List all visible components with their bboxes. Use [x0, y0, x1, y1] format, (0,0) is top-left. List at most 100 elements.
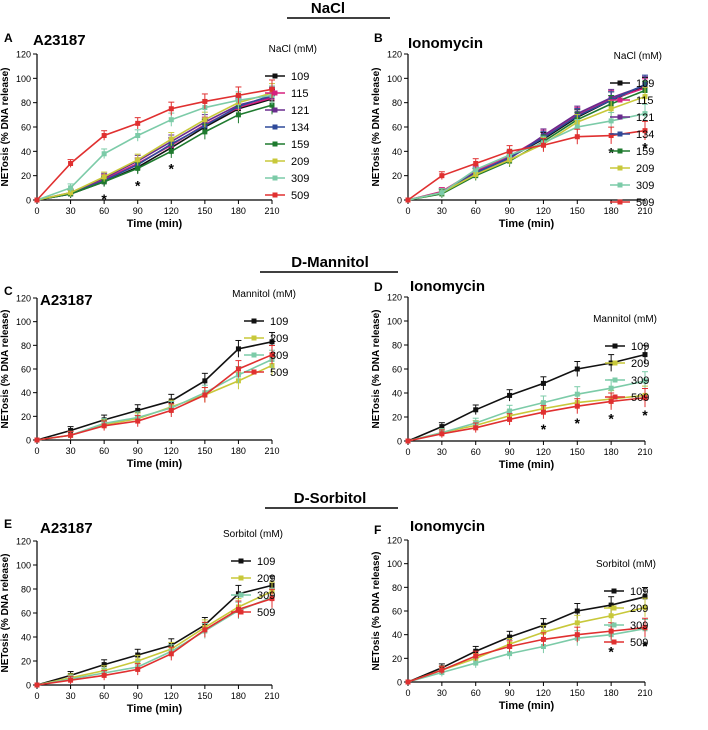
panel-letter: C	[4, 284, 13, 298]
y-tick-label: 80	[392, 583, 402, 593]
data-point	[540, 142, 546, 148]
legend-label: 209	[631, 358, 649, 370]
legend-label: 309	[291, 173, 309, 185]
legend-label: 159	[291, 139, 309, 151]
data-point	[439, 431, 445, 437]
data-point	[168, 148, 174, 154]
legend-marker	[612, 394, 618, 400]
series-line	[407, 626, 646, 683]
legend-label: 509	[291, 190, 309, 202]
x-tick-label: 150	[197, 206, 212, 216]
legend-marker	[612, 360, 618, 366]
y-tick-label: 0	[26, 681, 31, 691]
y-tick-label: 80	[21, 585, 31, 595]
legend-marker	[251, 369, 257, 375]
data-point	[439, 173, 445, 179]
x-tick-label: 210	[637, 688, 652, 698]
y-tick-label: 0	[26, 196, 31, 206]
data-point	[101, 672, 107, 678]
data-point	[507, 416, 513, 422]
data-point	[540, 380, 546, 386]
series-line	[36, 88, 273, 201]
legend-marker	[617, 182, 623, 188]
legend-marker	[238, 575, 244, 581]
data-point	[540, 409, 546, 415]
x-tick-label: 210	[264, 206, 279, 216]
x-tick-label: 60	[471, 688, 481, 698]
legend-marker	[612, 377, 618, 383]
legend-marker	[617, 148, 623, 154]
legend-label: 509	[636, 197, 654, 209]
y-tick-label: 40	[392, 147, 402, 157]
series-line	[407, 353, 646, 442]
data-point	[68, 432, 74, 438]
x-tick-label: 60	[99, 691, 109, 701]
significance-star: *	[642, 407, 648, 423]
y-tick-label: 100	[387, 74, 402, 84]
y-tick-label: 40	[21, 388, 31, 398]
data-point	[235, 346, 241, 352]
y-tick-label: 120	[387, 536, 402, 546]
legend-marker	[617, 114, 623, 120]
data-point	[642, 128, 648, 134]
x-tick-label: 0	[405, 206, 410, 216]
data-point	[135, 133, 141, 139]
legend-label: 509	[257, 607, 275, 619]
x-tick-label: 120	[536, 206, 551, 216]
y-axis-label: NETosis (% DNA release)	[0, 554, 11, 673]
data-point	[202, 117, 208, 123]
y-tick-label: 100	[16, 561, 31, 571]
significance-star: *	[642, 140, 648, 156]
legend-marker	[272, 141, 278, 147]
data-point	[269, 102, 275, 108]
series-line	[36, 584, 273, 686]
significance-star: *	[135, 177, 141, 193]
series-line	[36, 358, 273, 441]
y-tick-label: 80	[21, 341, 31, 351]
legend-label: 309	[630, 620, 648, 632]
panel-title: A23187	[40, 520, 93, 537]
y-axis-label: NETosis (% DNA release)	[371, 310, 382, 429]
data-point	[269, 352, 275, 358]
legend-label: 309	[270, 350, 288, 362]
series-line	[407, 627, 646, 683]
y-tick-label: 60	[392, 123, 402, 133]
series-line	[407, 380, 646, 442]
y-tick-label: 20	[392, 171, 402, 181]
y-axis-label: NETosis (% DNA release)	[371, 552, 382, 671]
series-309	[405, 371, 648, 444]
data-point	[101, 179, 107, 185]
y-tick-label: 120	[16, 537, 31, 547]
legend-label: 115	[636, 95, 654, 107]
series-509	[34, 79, 275, 203]
panel-title: Ionomycin	[408, 35, 483, 52]
legend-title: Mannitol (mM)	[593, 314, 657, 325]
data-point	[168, 136, 174, 142]
legend-marker	[272, 124, 278, 130]
y-tick-label: 60	[21, 365, 31, 375]
significance-star: *	[608, 410, 614, 426]
data-point	[473, 660, 479, 666]
legend-label: 109	[291, 71, 309, 83]
data-point	[269, 596, 275, 602]
data-point	[473, 167, 479, 173]
data-point	[473, 171, 479, 177]
data-point	[235, 606, 241, 612]
panel-letter: B	[374, 31, 383, 45]
y-tick-label: 80	[21, 98, 31, 108]
y-tick-label: 60	[392, 365, 402, 375]
series-line	[36, 341, 273, 441]
legend-label: 115	[291, 88, 309, 100]
y-tick-label: 40	[21, 147, 31, 157]
data-point	[608, 385, 614, 391]
data-point	[68, 428, 74, 434]
legend-title: Sorbitol (mM)	[596, 559, 656, 570]
panel-title: A23187	[40, 292, 93, 309]
x-tick-label: 180	[604, 206, 619, 216]
x-tick-label: 150	[570, 688, 585, 698]
data-point	[135, 666, 141, 672]
section-title-nacl: NaCl	[311, 0, 345, 17]
y-axis-label: NETosis (% DNA release)	[0, 68, 11, 187]
section-title-mannitol: D-Mannitol	[291, 254, 368, 271]
